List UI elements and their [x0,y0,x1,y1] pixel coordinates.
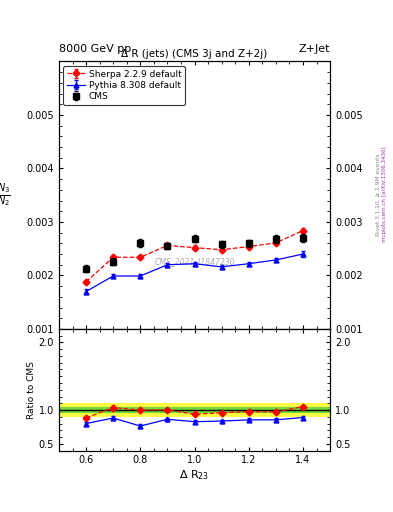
Text: mcplots.cern.ch [arXiv:1306.3436]: mcplots.cern.ch [arXiv:1306.3436] [382,147,387,242]
Y-axis label: $\frac{N_3}{N_2}$: $\frac{N_3}{N_2}$ [0,181,11,209]
Text: Z+Jet: Z+Jet [299,44,330,54]
X-axis label: $\Delta$ R$_{23}$: $\Delta$ R$_{23}$ [180,468,209,482]
Y-axis label: Ratio to CMS: Ratio to CMS [27,361,36,419]
Text: 8000 GeV pp: 8000 GeV pp [59,44,131,54]
Text: Rivet 3.1.10, ≥ 2.9M events: Rivet 3.1.10, ≥ 2.9M events [376,153,380,236]
Legend: Sherpa 2.2.9 default, Pythia 8.308 default, CMS: Sherpa 2.2.9 default, Pythia 8.308 defau… [63,66,185,104]
Text: CMS_2021_I1847230: CMS_2021_I1847230 [154,258,235,267]
Title: Δ R (jets) (CMS 3j and Z+2j): Δ R (jets) (CMS 3j and Z+2j) [121,49,268,59]
